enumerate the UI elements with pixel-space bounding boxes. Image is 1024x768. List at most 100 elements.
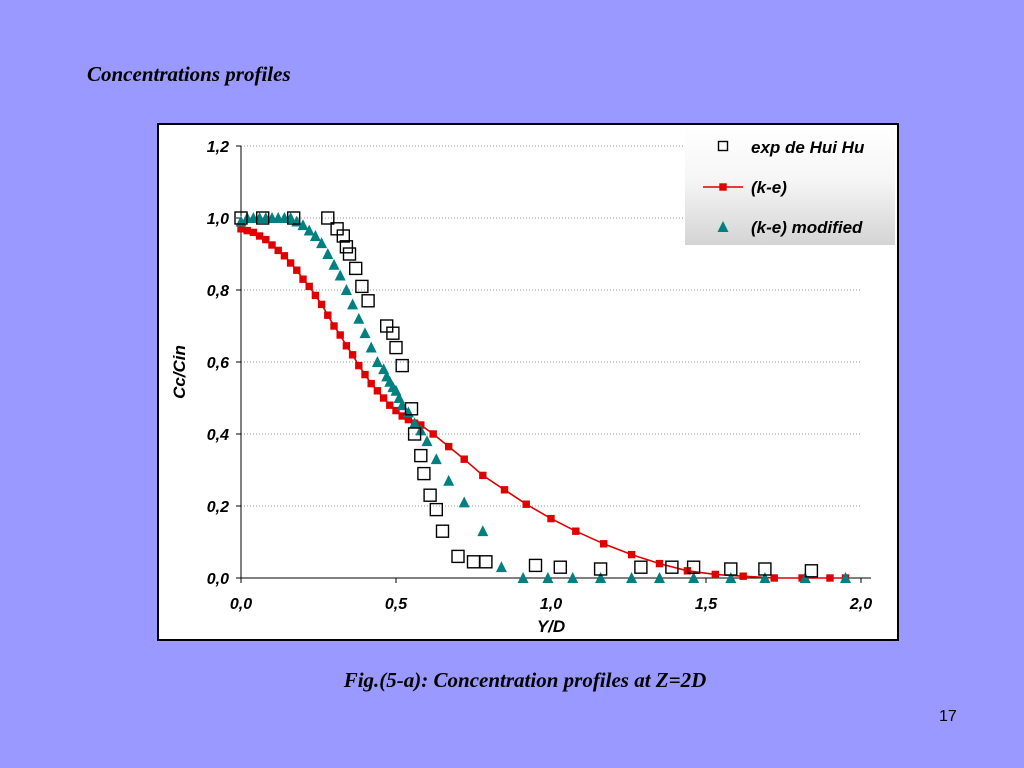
data-point-exp	[417, 466, 431, 481]
data-point-exp	[386, 326, 400, 340]
data-point-k-e	[600, 540, 608, 548]
legend-label-k-e-modified: (k-e) modified	[751, 218, 863, 237]
data-point-k-e-modified	[626, 572, 638, 583]
y-axis-title: Cc/Cin	[170, 345, 189, 399]
data-point-k-e	[479, 471, 487, 480]
data-point-k-e-modified	[595, 572, 607, 583]
data-point-k-e	[572, 527, 580, 535]
data-point-k-e	[237, 225, 245, 233]
data-point-k-e	[711, 570, 719, 579]
data-point-k-e	[355, 361, 363, 370]
data-point-exp	[404, 402, 419, 416]
y-tick-label: 1,0	[207, 211, 229, 228]
data-point-exp	[724, 562, 738, 576]
data-point-k-e-modified	[458, 496, 470, 508]
data-point-exp	[758, 562, 772, 576]
data-point-k-e-modified	[495, 561, 507, 573]
data-point-k-e	[361, 370, 369, 379]
legend-marker-exp	[717, 140, 729, 152]
data-point-k-e-modified	[359, 327, 371, 339]
data-point-exp	[342, 247, 357, 261]
data-point-exp	[429, 502, 443, 517]
data-point-exp	[634, 560, 648, 574]
data-point-k-e-modified	[303, 224, 315, 236]
y-tick-label: 0,2	[207, 499, 229, 516]
data-point-exp	[593, 562, 608, 576]
data-point-k-e-modified	[567, 572, 579, 583]
x-tick-label: 0,5	[385, 596, 408, 613]
chart-frame: 0,0 0,2 0,4 0,6 0,8 1,0 1,2 0,0 0,5 1,0 1,5 2,0 Y/D C…	[157, 123, 899, 641]
data-point-exp	[528, 558, 543, 573]
y-tick-label: 0,4	[207, 427, 229, 444]
data-point-k-e	[547, 514, 555, 523]
data-point-k-e-modified	[328, 258, 340, 270]
data-point-exp	[286, 211, 301, 225]
data-point-k-e	[262, 235, 270, 244]
data-point-exp	[686, 560, 701, 574]
data-point-k-e	[522, 500, 530, 508]
data-point-k-e-modified	[365, 341, 377, 353]
data-point-k-e	[293, 266, 301, 274]
data-point-k-e-modified	[347, 298, 359, 310]
data-point-k-e	[500, 486, 509, 494]
data-point-exp	[348, 261, 363, 276]
data-point-exp	[339, 240, 354, 254]
data-point-exp	[804, 564, 819, 578]
y-tick-label: 0,8	[207, 283, 229, 300]
data-point-k-e	[274, 246, 282, 255]
data-point-exp	[466, 555, 481, 569]
data-point-k-e	[655, 559, 664, 568]
x-axis-title: Y/D	[537, 617, 565, 636]
data-point-exp	[336, 229, 351, 243]
data-point-k-e	[342, 342, 351, 350]
data-point-k-e-modified	[316, 237, 328, 249]
data-point-k-e	[330, 322, 338, 330]
data-point-k-e	[336, 331, 344, 339]
data-point-k-e-modified	[799, 572, 811, 583]
data-point-k-e	[255, 232, 264, 240]
page-number: 17	[939, 708, 957, 725]
data-point-k-e-modified	[340, 284, 352, 295]
data-point-k-e-modified	[688, 572, 700, 583]
x-tick-label: 2,0	[849, 596, 872, 613]
data-point-k-e-modified	[334, 269, 346, 281]
data-point-k-e	[311, 291, 320, 300]
legend-marker-k-e	[719, 183, 727, 191]
legend-label-exp: exp de Hui Hu	[751, 138, 865, 157]
data-point-k-e-modified	[443, 474, 455, 486]
data-point-k-e	[367, 379, 375, 388]
data-point-k-e	[280, 252, 289, 260]
y-tick-label: 0,6	[207, 355, 229, 372]
data-point-k-e	[286, 259, 295, 267]
data-point-k-e	[305, 282, 313, 291]
data-point-k-e-modified	[409, 417, 421, 429]
data-point-k-e	[299, 275, 307, 283]
data-point-k-e	[268, 241, 276, 249]
concentration-chart: 0,0 0,2 0,4 0,6 0,8 1,0 1,2 0,0 0,5 1,0 1,5 2,0 Y/D C…	[170, 125, 895, 636]
data-point-k-e-modified	[725, 572, 737, 583]
legend-label-k-e: (k-e)	[751, 178, 787, 197]
data-point-k-e	[373, 387, 382, 395]
data-point-k-e	[627, 550, 636, 559]
data-point-k-e	[386, 401, 394, 409]
data-point-k-e	[243, 226, 251, 235]
data-point-k-e-modified	[542, 572, 554, 583]
data-point-k-e-modified	[654, 572, 665, 583]
data-point-exp	[553, 560, 567, 574]
data-point-exp	[423, 488, 437, 502]
figure-caption: Fig.(5-a): Concentration profiles at Z=2…	[343, 668, 707, 692]
data-point-k-e	[445, 442, 453, 451]
y-tick-label: 0,0	[207, 571, 229, 588]
data-point-k-e-modified	[517, 572, 529, 583]
data-point-exp	[321, 211, 335, 225]
data-point-exp	[451, 549, 465, 564]
data-point-exp	[414, 448, 428, 463]
data-point-k-e-modified	[477, 525, 489, 537]
data-point-k-e-modified	[322, 248, 334, 259]
x-tick-label: 1,5	[695, 596, 718, 613]
data-point-exp	[389, 340, 403, 355]
data-point-k-e	[739, 572, 747, 580]
data-point-k-e	[348, 351, 357, 359]
data-point-exp	[435, 524, 450, 538]
data-point-k-e	[379, 394, 388, 402]
